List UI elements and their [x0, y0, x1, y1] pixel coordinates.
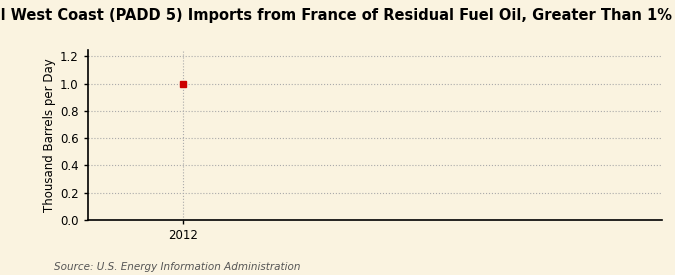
Text: Source: U.S. Energy Information Administration: Source: U.S. Energy Information Administ… — [54, 262, 300, 272]
Text: Annual West Coast (PADD 5) Imports from France of Residual Fuel Oil, Greater Tha: Annual West Coast (PADD 5) Imports from … — [0, 8, 675, 23]
Y-axis label: Thousand Barrels per Day: Thousand Barrels per Day — [43, 58, 56, 212]
